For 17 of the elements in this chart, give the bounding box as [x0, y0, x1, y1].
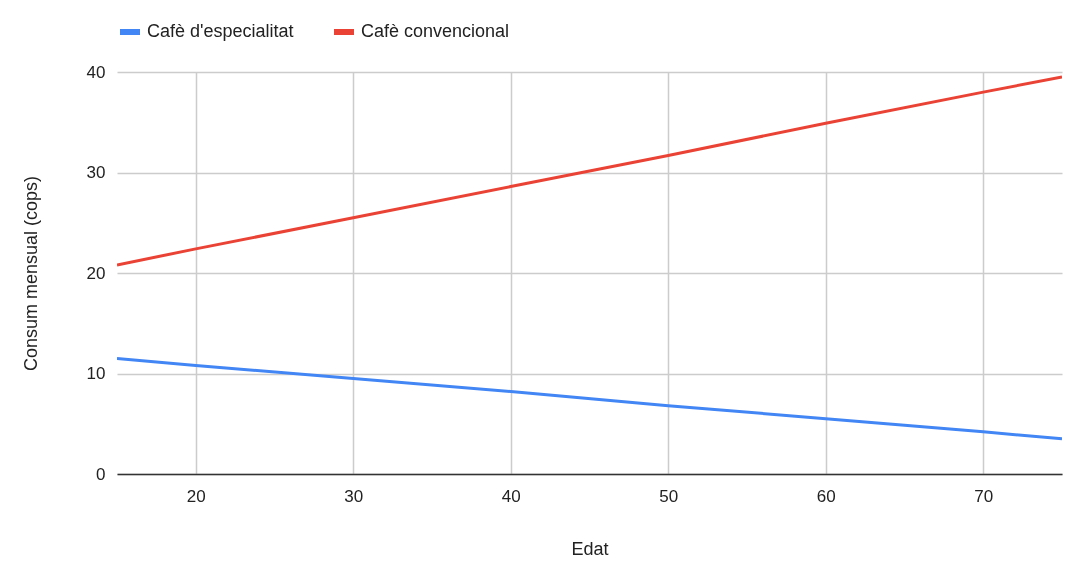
x-tick-label: 20: [186, 486, 206, 506]
y-tick-label: 30: [86, 163, 106, 182]
y-tick-label: 0: [96, 464, 106, 484]
x-tick-label: 40: [501, 486, 521, 506]
y-tick-label: 20: [86, 263, 106, 283]
x-tick-label: 70: [974, 486, 994, 506]
line-series: [117, 356, 1062, 441]
line-series: [117, 75, 1062, 267]
x-tick-label: 50: [659, 486, 679, 506]
x-axis-title: Edat: [571, 538, 609, 559]
x-tick-label: 30: [344, 486, 364, 506]
y-tick-label: 10: [86, 364, 106, 383]
y-axis-title: Consum mensual (cops): [20, 175, 41, 372]
legend-label: Cafè d'especialitat: [147, 21, 294, 41]
legend-label: Cafè convencional: [361, 21, 510, 41]
x-tick-label: 60: [816, 486, 836, 506]
y-tick-label: 40: [86, 62, 106, 82]
